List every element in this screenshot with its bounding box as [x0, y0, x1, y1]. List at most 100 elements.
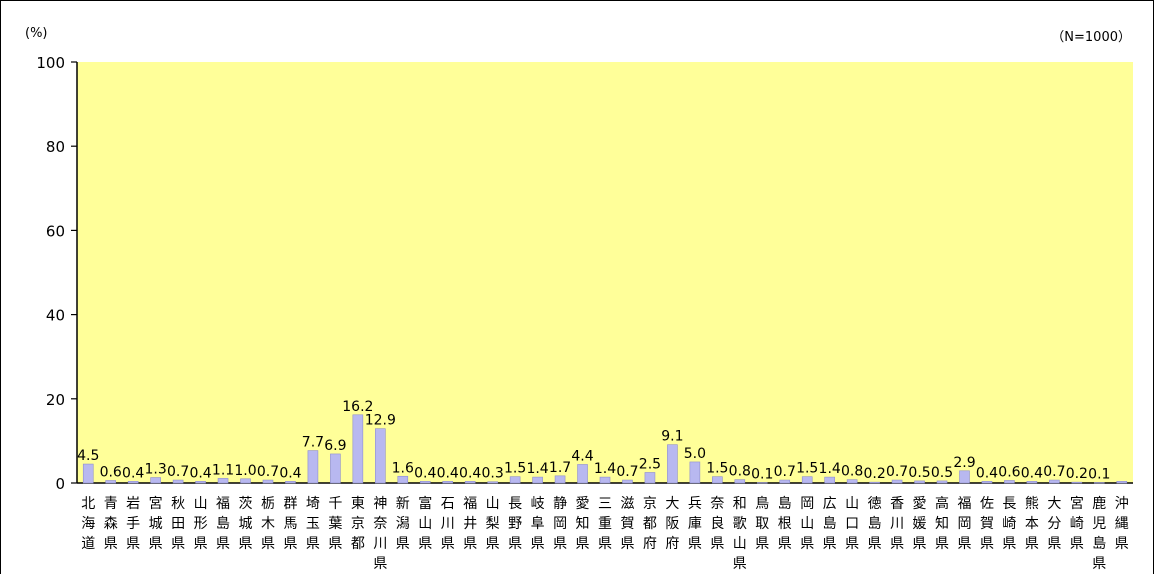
bar — [217, 478, 229, 484]
bar — [464, 481, 476, 484]
bar-value-label: 0.4 — [122, 465, 144, 481]
bar — [285, 481, 296, 484]
bar-value-label: 6.9 — [324, 438, 346, 454]
y-tick-label: 0 — [55, 475, 65, 493]
category-label: 香川県 — [890, 496, 904, 552]
y-tick-label: 60 — [46, 222, 65, 240]
category-label: 奈良県 — [710, 496, 724, 552]
bar-value-label: 0.2 — [863, 466, 885, 482]
bar-value-label: 0.7 — [167, 464, 189, 480]
category-label: 鳥取県 — [755, 496, 769, 552]
bar — [644, 472, 656, 484]
category-label: 大阪府 — [665, 496, 679, 552]
bar — [509, 476, 521, 484]
bar — [419, 481, 431, 484]
bar-value-label: 0.6 — [998, 464, 1020, 480]
category-label: 青森県 — [104, 496, 118, 552]
bar-value-label: 0.4 — [1021, 465, 1043, 481]
bar — [981, 481, 993, 484]
bar-value-label: 1.5 — [706, 461, 728, 477]
bar — [1004, 480, 1015, 484]
bar-value-label: 2.9 — [953, 455, 975, 471]
bar-value-label: 0.4 — [189, 465, 211, 481]
category-label: 島根県 — [778, 496, 792, 552]
bar-value-label: 0.7 — [257, 464, 279, 480]
bar-value-label: 2.5 — [639, 456, 661, 472]
bar-value-label: 0.4 — [459, 465, 481, 481]
bar — [330, 453, 341, 484]
bar — [397, 475, 409, 484]
category-label: 鹿児島県 — [1092, 495, 1106, 572]
bar-value-label: 16.2 — [342, 399, 373, 415]
bar — [689, 461, 701, 484]
bar-value-label: 4.5 — [77, 448, 99, 464]
bar-value-label: 1.1 — [212, 462, 234, 478]
bar-value-label: 0.3 — [482, 466, 504, 482]
bar-value-label: 0.6 — [100, 464, 122, 480]
bar-value-label: 1.3 — [145, 462, 167, 478]
y-tick-label: 40 — [46, 307, 65, 325]
category-label: 埼玉県 — [306, 496, 320, 552]
bar-value-label: 9.1 — [661, 429, 683, 445]
bar — [105, 480, 117, 484]
bar — [487, 481, 498, 484]
plot-background — [77, 62, 1133, 483]
bar-value-label: 0.1 — [1088, 467, 1110, 483]
category-label: 栃木県 — [261, 496, 275, 552]
category-label: 長野県 — [508, 496, 522, 552]
category-label: 秋田県 — [171, 496, 185, 552]
bar — [127, 481, 139, 484]
bar-value-label: 1.4 — [594, 461, 616, 477]
category-label: 滋賀県 — [620, 496, 634, 552]
category-label: 静岡県 — [553, 496, 567, 552]
bar — [307, 450, 319, 484]
category-label: 山形県 — [194, 496, 208, 552]
category-label: 岩手県 — [126, 496, 140, 552]
category-label: 神奈川県 — [373, 496, 387, 572]
bar — [869, 481, 880, 484]
category-label: 三重県 — [598, 496, 612, 552]
category-label: 茨城県 — [239, 496, 253, 552]
bar-value-label: 1.5 — [504, 461, 526, 477]
bar — [1093, 482, 1105, 484]
category-label: 岡山県 — [800, 496, 814, 552]
bar — [240, 478, 251, 484]
bar — [712, 476, 723, 484]
y-tick-label: 80 — [46, 138, 65, 156]
category-label: 北海道 — [81, 496, 95, 552]
bar — [375, 428, 386, 484]
bar — [1026, 481, 1038, 484]
bar-value-label: 0.2 — [1066, 466, 1088, 482]
bar-value-label: 0.7 — [616, 464, 638, 480]
bar — [667, 444, 678, 484]
sample-size-note: （N=1000） — [1051, 30, 1131, 45]
category-label: 宮城県 — [149, 496, 163, 552]
bar-value-label: 0.4 — [437, 465, 459, 481]
category-label: 富山県 — [418, 495, 432, 552]
bar — [352, 414, 364, 484]
category-label: 熊本県 — [1025, 496, 1039, 552]
bar-value-label: 7.7 — [302, 435, 324, 451]
y-unit-label: (%) — [25, 26, 48, 41]
bar-value-label: 1.7 — [549, 460, 571, 476]
category-label: 京都府 — [643, 496, 657, 552]
bar — [846, 479, 858, 484]
category-label: 愛知県 — [576, 496, 590, 552]
bar-value-label: 0.1 — [751, 467, 773, 483]
bar-value-label: 1.0 — [234, 463, 256, 479]
category-label: 山口県 — [845, 496, 859, 552]
category-label: 広島県 — [823, 496, 837, 552]
category-label: 岐阜県 — [531, 496, 545, 552]
bar-value-label: 0.8 — [841, 464, 863, 480]
category-label: 和歌山県 — [733, 496, 747, 572]
bar — [824, 476, 835, 484]
bar — [1071, 481, 1083, 484]
category-label: 山梨県 — [486, 496, 500, 552]
bar-value-label: 12.9 — [365, 413, 396, 429]
category-labels-group: 北海道青森県岩手県宮城県秋田県山形県福島県茨城県栃木県群馬県埼玉県千葉県東京都神… — [81, 495, 1129, 572]
bar — [82, 463, 94, 484]
bar — [756, 482, 768, 484]
bar-value-label: 1.4 — [819, 461, 841, 477]
